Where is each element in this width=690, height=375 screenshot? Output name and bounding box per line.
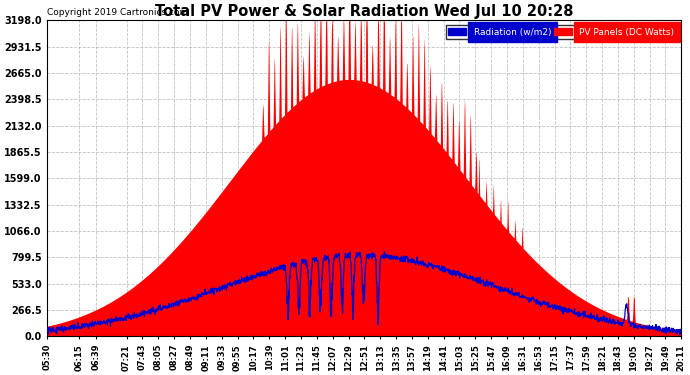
Title: Total PV Power & Solar Radiation Wed Jul 10 20:28: Total PV Power & Solar Radiation Wed Jul… <box>155 4 573 19</box>
Legend: Radiation (w/m2), PV Panels (DC Watts): Radiation (w/m2), PV Panels (DC Watts) <box>446 25 677 39</box>
Text: Copyright 2019 Cartronics.com: Copyright 2019 Cartronics.com <box>47 8 188 17</box>
